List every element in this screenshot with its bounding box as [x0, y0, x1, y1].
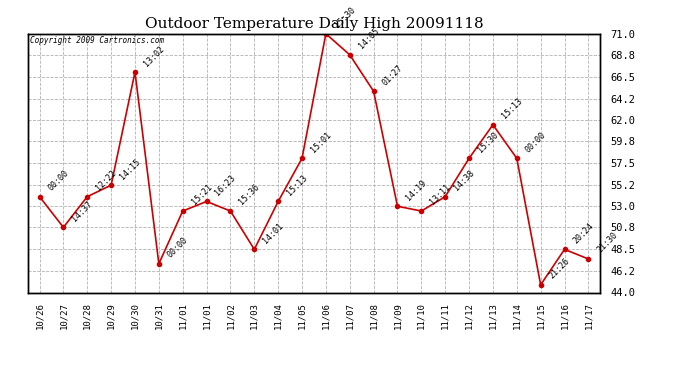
Text: 15:01: 15:01 [309, 130, 333, 154]
Text: 21:30: 21:30 [595, 231, 620, 255]
Title: Outdoor Temperature Daily High 20091118: Outdoor Temperature Daily High 20091118 [145, 17, 483, 31]
Text: 14:19: 14:19 [404, 178, 428, 202]
Text: 21:26: 21:26 [548, 256, 571, 280]
Text: 13:11: 13:11 [428, 183, 453, 207]
Text: 14:05: 14:05 [357, 27, 381, 51]
Text: 00:00: 00:00 [524, 130, 548, 154]
Text: 15:30: 15:30 [333, 6, 357, 30]
Text: 15:30: 15:30 [476, 130, 500, 154]
Text: 14:15: 14:15 [118, 157, 142, 181]
Text: 12:22: 12:22 [95, 168, 118, 192]
Text: 15:21: 15:21 [190, 183, 214, 207]
Text: 16:23: 16:23 [213, 173, 237, 197]
Text: 00:00: 00:00 [166, 236, 190, 260]
Text: Copyright 2009 Cartronics.com: Copyright 2009 Cartronics.com [30, 36, 165, 45]
Text: 14:37: 14:37 [70, 199, 95, 223]
Text: 14:01: 14:01 [262, 221, 285, 245]
Text: 20:24: 20:24 [571, 221, 595, 245]
Text: 15:13: 15:13 [285, 173, 309, 197]
Text: 15:36: 15:36 [237, 183, 262, 207]
Text: 14:38: 14:38 [452, 168, 476, 192]
Text: 13:02: 13:02 [142, 44, 166, 68]
Text: 00:00: 00:00 [46, 168, 70, 192]
Text: 15:13: 15:13 [500, 97, 524, 121]
Text: 01:27: 01:27 [381, 63, 404, 87]
